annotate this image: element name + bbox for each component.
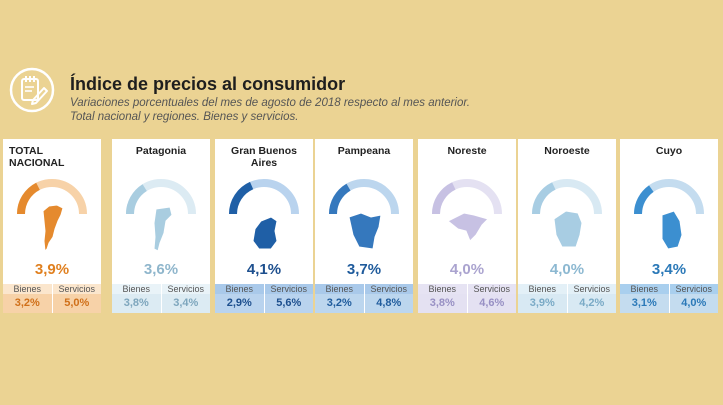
servicios-label: Servicios (363, 284, 414, 294)
gauge-fill (229, 181, 254, 215)
gauge-fill (432, 182, 456, 215)
bienes-label: Bienes (13, 284, 42, 294)
region-name: Pampeana (337, 145, 391, 157)
region-gauge (329, 179, 399, 250)
servicios-label: Servicios (668, 284, 719, 294)
region-card: Patagonia 3,6% Bienes Servicios 3,8% 3,4% (112, 139, 210, 313)
region-map-icon (42, 204, 64, 253)
gauge-fill (16, 182, 41, 215)
region-card: Gran Buenos Aires 4,1% Bienes Servicios 2,9%… (215, 139, 313, 313)
servicios-label: Servicios (466, 284, 517, 294)
region-total-value: 3,9% (34, 261, 70, 278)
servicios-value: 4,2% (566, 294, 617, 313)
bienes-value: 3,2% (326, 297, 352, 309)
region-gauge (229, 179, 299, 250)
bienes-label: Bienes (325, 284, 354, 294)
region-name: TOTAL NACIONAL (9, 145, 65, 169)
document-edit-icon (9, 67, 55, 113)
region-gauge (125, 179, 196, 252)
page-title: Índice de precios al consumidor (70, 74, 346, 94)
bienes-value: 2,9% (226, 297, 252, 309)
region-total-value: 3,6% (143, 261, 179, 278)
servicios-label: Servicios (263, 284, 314, 294)
gauge-fill (634, 185, 654, 215)
servicios-label: Servicios (51, 284, 102, 294)
region-card: TOTAL NACIONAL 3,9% Bienes Servicios 3,2% 5,0… (3, 139, 101, 313)
servicios-value: 4,6% (466, 294, 517, 313)
region-gauge (634, 179, 704, 250)
bienes-value: 3,8% (429, 297, 455, 309)
region-gauge (532, 179, 602, 248)
region-map-icon (553, 210, 583, 248)
gauge-fill (329, 183, 351, 215)
servicios-value: 5,0% (51, 294, 102, 313)
region-name: Patagonia (135, 145, 187, 157)
region-map-icon (252, 216, 278, 250)
region-total-value: 3,4% (651, 261, 687, 278)
bienes-label: Bienes (428, 284, 457, 294)
servicios-label: Servicios (160, 284, 211, 294)
bienes-value: 3,1% (631, 297, 657, 309)
region-total-value: 4,1% (246, 261, 282, 278)
servicios-value: 5,6% (263, 294, 314, 313)
page-subtitle-2: Total nacional y regiones. Bienes y serv… (70, 111, 299, 123)
region-name: Noreste (447, 145, 487, 157)
gauge-fill (532, 182, 556, 215)
region-card: Cuyo 3,4% Bienes Servicios 3,1% 4,0% (620, 139, 718, 313)
region-total-value: 3,7% (346, 261, 382, 278)
region-card: Noroeste 4,0% Bienes Servicios 3,9% 4,2% (518, 139, 616, 313)
gauge-fill (125, 184, 148, 215)
region-gauge (432, 179, 502, 242)
region-card: Pampeana 3,7% Bienes Servicios 3,2% 4,8% (315, 139, 413, 313)
servicios-value: 4,8% (363, 294, 414, 313)
region-map-icon (447, 212, 489, 242)
region-total-value: 4,0% (549, 261, 585, 278)
region-map-icon (661, 210, 683, 250)
region-map-icon (153, 206, 173, 252)
region-gauge (16, 179, 87, 253)
region-map-icon (348, 212, 382, 250)
servicios-value: 3,4% (160, 294, 211, 313)
page-subtitle: Variaciones porcentuales del mes de agos… (70, 97, 470, 109)
bienes-label: Bienes (528, 284, 557, 294)
bienes-value: 3,8% (123, 297, 149, 309)
bienes-value: 3,9% (529, 297, 555, 309)
bienes-label: Bienes (122, 284, 151, 294)
region-name: Gran Buenos Aires (231, 145, 297, 169)
servicios-value: 4,0% (668, 294, 719, 313)
region-name: Cuyo (655, 145, 683, 157)
bienes-value: 3,2% (14, 297, 40, 309)
region-name: Noroeste (544, 145, 590, 157)
servicios-label: Servicios (566, 284, 617, 294)
bienes-label: Bienes (225, 284, 254, 294)
region-total-value: 4,0% (449, 261, 485, 278)
bienes-label: Bienes (630, 284, 659, 294)
region-card: Noreste 4,0% Bienes Servicios 3,8% 4,6% (418, 139, 516, 313)
